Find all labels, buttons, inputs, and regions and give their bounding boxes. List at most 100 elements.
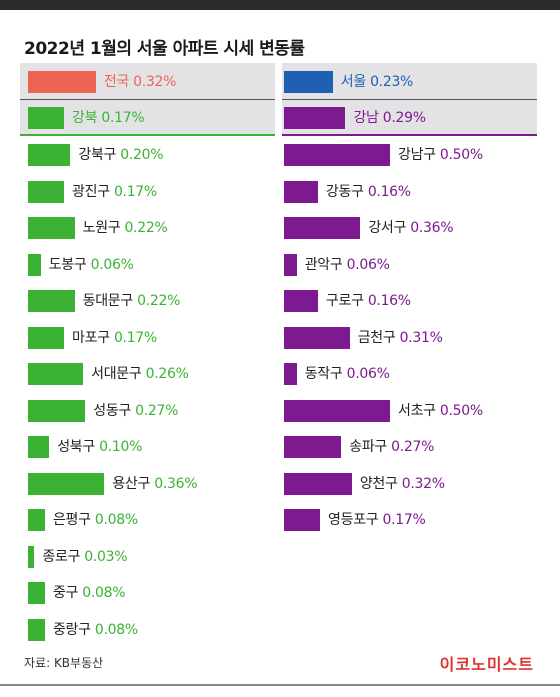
- right-header-divider: [282, 99, 537, 100]
- district-label: 성동구 0.27%: [93, 400, 178, 422]
- district-label: 강남구 0.50%: [398, 144, 483, 166]
- district-name: 마포구: [72, 330, 110, 346]
- district-bar: [28, 400, 86, 422]
- publisher-logo: 이코노미스트: [439, 655, 534, 674]
- district-label: 강서구 0.36%: [368, 217, 453, 239]
- district-label: 중구 0.08%: [53, 582, 126, 604]
- header-value: 0.23%: [370, 74, 414, 90]
- district-label: 서초구 0.50%: [398, 400, 483, 422]
- district-name: 서초구: [398, 403, 436, 419]
- district-value: 0.36%: [410, 220, 454, 236]
- district-label: 서대문구 0.26%: [91, 363, 189, 385]
- district-name: 구로구: [325, 293, 364, 309]
- district-value: 0.10%: [99, 439, 143, 455]
- source-note: 자료: KB부동산: [24, 656, 104, 670]
- district-bar: [284, 436, 342, 458]
- header-label: 전국 0.32%: [103, 71, 177, 93]
- district-value: 0.03%: [84, 549, 128, 565]
- header-value: 0.32%: [133, 74, 177, 90]
- district-bar: [284, 363, 297, 385]
- district-name: 광진구: [72, 184, 110, 200]
- district-value: 0.17%: [113, 184, 157, 200]
- district-name: 강서구: [368, 220, 407, 236]
- right-section-line: [282, 134, 537, 136]
- district-value: 0.36%: [154, 476, 198, 492]
- district-name: 송파구: [349, 439, 387, 455]
- district-bar: [28, 546, 35, 568]
- header-name: 서울: [340, 74, 366, 90]
- district-bar: [28, 254, 41, 276]
- district-name: 용산구: [112, 476, 151, 492]
- bottom-rule: [0, 684, 560, 686]
- district-value: 0.31%: [399, 330, 443, 346]
- district-value: 0.20%: [120, 147, 164, 163]
- district-name: 은평구: [52, 512, 91, 528]
- district-name: 금천구: [357, 330, 396, 346]
- district-bar: [28, 144, 71, 166]
- header-bar: [284, 107, 346, 129]
- district-value: 0.22%: [124, 220, 168, 236]
- district-bar: [284, 473, 352, 495]
- chart-title: 2022년 1월의 서울 아파트 시세 변동률: [24, 39, 305, 59]
- district-bar: [284, 217, 361, 239]
- district-bar: [28, 473, 105, 495]
- district-label: 광진구 0.17%: [72, 181, 157, 203]
- district-label: 중랑구 0.08%: [53, 619, 138, 641]
- district-name: 동대문구: [82, 293, 134, 309]
- left-section-line: [20, 134, 275, 136]
- district-value: 0.27%: [135, 403, 179, 419]
- district-bar: [284, 254, 297, 276]
- district-name: 도봉구: [48, 257, 87, 273]
- header-label: 강북 0.17%: [72, 107, 145, 129]
- district-value: 0.17%: [113, 330, 157, 346]
- district-name: 영등포구: [328, 512, 379, 528]
- district-value: 0.16%: [367, 184, 411, 200]
- district-name: 중랑구: [52, 622, 91, 638]
- district-label: 도봉구 0.06%: [49, 254, 134, 276]
- district-bar: [28, 290, 75, 312]
- district-bar: [28, 436, 50, 458]
- district-value: 0.32%: [401, 476, 445, 492]
- header-bar: [284, 71, 333, 93]
- district-bar: [284, 400, 390, 422]
- district-value: 0.08%: [94, 622, 138, 638]
- district-bar: [284, 181, 318, 203]
- district-name: 노원구: [82, 220, 121, 236]
- district-label: 노원구 0.22%: [83, 217, 168, 239]
- district-name: 강북구: [78, 147, 117, 163]
- left-header-divider: [20, 99, 275, 100]
- district-bar: [284, 290, 318, 312]
- district-value: 0.50%: [439, 147, 483, 163]
- district-label: 성북구 0.10%: [57, 436, 142, 458]
- district-name: 성북구: [57, 439, 95, 455]
- district-value: 0.08%: [82, 585, 126, 601]
- district-value: 0.06%: [346, 366, 390, 382]
- district-name: 동작구: [304, 366, 343, 382]
- district-label: 동대문구 0.22%: [82, 290, 181, 312]
- district-label: 금천구 0.31%: [358, 327, 443, 349]
- district-value: 0.06%: [346, 257, 390, 273]
- district-bar: [28, 509, 45, 531]
- header-bar: [28, 71, 96, 93]
- header-name: 전국: [103, 74, 129, 90]
- district-label: 동작구 0.06%: [305, 363, 390, 385]
- district-bar: [28, 327, 65, 349]
- district-label: 양천구 0.32%: [360, 473, 445, 495]
- district-bar: [284, 144, 390, 166]
- district-bar: [284, 509, 321, 531]
- district-bar: [28, 619, 45, 641]
- district-name: 서대문구: [91, 366, 142, 382]
- district-name: 강동구: [325, 184, 364, 200]
- district-label: 은평구 0.08%: [53, 509, 138, 531]
- district-name: 성동구: [93, 403, 131, 419]
- district-label: 송파구 0.27%: [349, 436, 434, 458]
- header-value: 0.29%: [382, 110, 426, 126]
- header-name: 강남: [353, 110, 379, 126]
- district-value: 0.08%: [94, 512, 138, 528]
- district-value: 0.16%: [367, 293, 411, 309]
- district-value: 0.50%: [439, 403, 483, 419]
- district-value: 0.26%: [145, 366, 189, 382]
- top-bar: [0, 0, 560, 10]
- header-bar: [28, 107, 65, 129]
- district-bar: [28, 582, 45, 604]
